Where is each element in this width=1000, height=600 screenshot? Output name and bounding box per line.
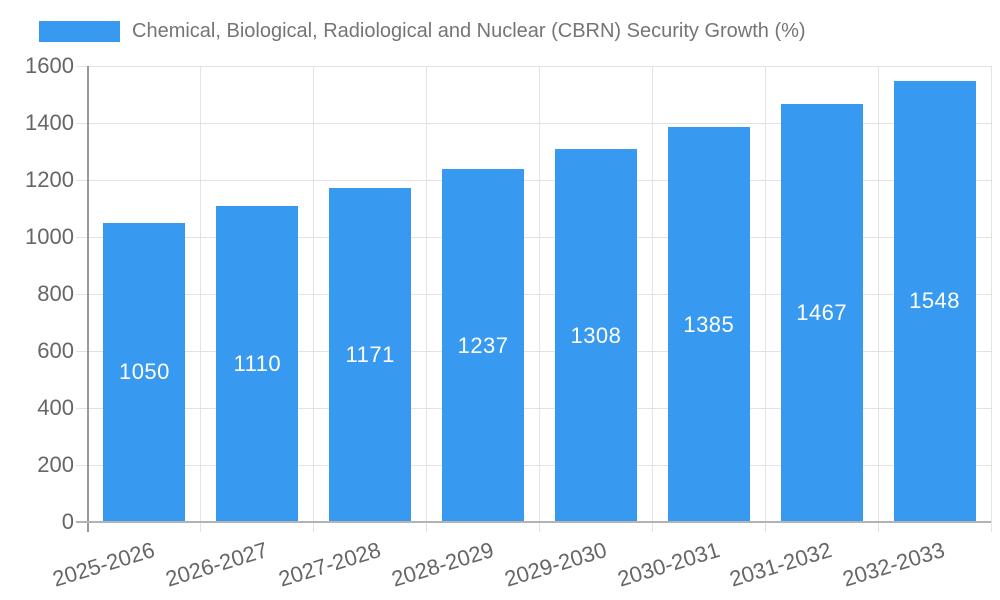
legend-swatch[interactable]	[39, 21, 120, 42]
x-gridline	[313, 66, 315, 532]
bar[interactable]: 1050	[103, 222, 186, 522]
bar-value-label: 1548	[909, 288, 961, 314]
legend[interactable]: Chemical, Biological, Radiological and N…	[39, 20, 806, 42]
bar-value-label: 1467	[796, 299, 848, 325]
x-gridline	[764, 66, 766, 532]
x-axis-line	[76, 521, 991, 523]
x-axis-label: 2026-2027	[162, 537, 271, 592]
y-gridline	[76, 236, 991, 238]
x-gridline	[990, 66, 992, 532]
y-axis-label: 1000	[25, 224, 74, 249]
x-axis-label: 2028-2029	[388, 537, 497, 592]
y-axis-label: 1200	[25, 167, 74, 192]
x-axis-label: 2030-2031	[614, 537, 723, 592]
x-gridline	[651, 66, 653, 532]
y-axis-label: 1600	[25, 53, 74, 78]
bar[interactable]: 1467	[780, 103, 863, 522]
x-gridline	[539, 66, 540, 532]
y-axis-line	[87, 66, 89, 532]
y-gridline	[76, 407, 991, 409]
legend-label: Chemical, Biological, Radiological and N…	[132, 20, 806, 42]
y-axis-label: 1400	[25, 110, 74, 135]
x-gridline	[200, 66, 202, 532]
bar-value-label: 1050	[118, 359, 170, 385]
y-axis-label: 200	[37, 452, 74, 477]
bar[interactable]: 1385	[667, 127, 750, 522]
y-axis-label: 800	[37, 281, 74, 306]
bar-value-label: 1110	[233, 350, 282, 376]
bar[interactable]: 1110	[216, 205, 299, 522]
bar-value-label: 1237	[457, 332, 509, 358]
y-gridline	[76, 179, 991, 181]
x-gridline	[877, 66, 879, 532]
y-gridline	[76, 464, 991, 466]
y-gridline	[76, 293, 991, 295]
x-axis-label: 2031-2032	[727, 537, 835, 592]
x-gridline	[426, 66, 428, 532]
y-gridline	[76, 350, 991, 352]
bar[interactable]: 1308	[554, 149, 637, 522]
y-axis-label: 400	[37, 395, 74, 420]
y-axis-label: 0	[61, 509, 74, 534]
y-gridline	[76, 65, 991, 67]
bar-value-label: 1385	[683, 311, 735, 337]
x-axis-label: 2032-2033	[839, 537, 948, 592]
y-gridline	[76, 122, 991, 124]
bar[interactable]: 1548	[893, 80, 976, 522]
x-axis-label: 2025-2026	[49, 537, 158, 592]
bar-value-label: 1171	[345, 342, 395, 368]
plot-area: 0 200 400 600 800 1000 1200 1400 1600 1050 2025-20…	[25, 53, 992, 592]
bar[interactable]: 1237	[442, 169, 525, 522]
bar[interactable]: 1171	[329, 188, 412, 522]
x-axis-label: 2029-2030	[501, 537, 610, 592]
bar-value-label: 1308	[570, 322, 622, 348]
y-axis-label: 600	[37, 338, 74, 363]
x-axis-label: 2027-2028	[275, 537, 384, 592]
